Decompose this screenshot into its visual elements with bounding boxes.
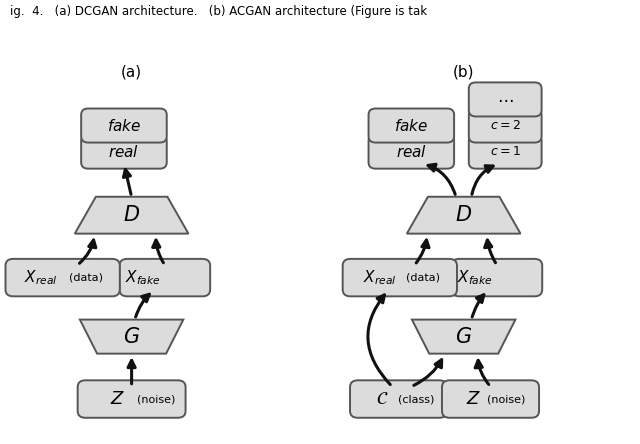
Text: (data): (data) [406,273,440,283]
Text: (b): (b) [453,64,474,79]
Text: $c=1$: $c=1$ [490,145,521,158]
Text: $fake$: $fake$ [107,118,141,134]
FancyBboxPatch shape [369,135,454,169]
Text: $fake$: $fake$ [394,118,428,134]
FancyBboxPatch shape [468,108,541,143]
Text: $X_{fake}$: $X_{fake}$ [458,268,493,287]
FancyBboxPatch shape [6,259,120,296]
Text: $X_{fake}$: $X_{fake}$ [125,268,161,287]
Polygon shape [412,320,515,354]
FancyBboxPatch shape [81,135,167,169]
Text: (class): (class) [397,394,434,404]
Text: ig.  4.   (a) DCGAN architecture.   (b) ACGAN architecture (Figure is tak: ig. 4. (a) DCGAN architecture. (b) ACGAN… [10,5,428,18]
Text: $real$: $real$ [396,144,427,160]
Polygon shape [80,320,183,354]
Text: $\cdots$: $\cdots$ [497,91,513,108]
FancyBboxPatch shape [77,381,186,418]
FancyBboxPatch shape [452,259,542,296]
Text: $c=2$: $c=2$ [490,119,520,132]
FancyBboxPatch shape [468,83,541,116]
Text: (noise): (noise) [137,394,175,404]
FancyBboxPatch shape [342,259,457,296]
Text: $Z$: $Z$ [466,390,481,408]
FancyBboxPatch shape [468,135,541,169]
FancyBboxPatch shape [120,259,210,296]
Text: (a): (a) [121,64,142,79]
Polygon shape [75,197,188,234]
FancyBboxPatch shape [369,108,454,143]
Text: $G$: $G$ [123,327,140,347]
Text: $real$: $real$ [108,144,140,160]
Text: $\mathcal{C}$: $\mathcal{C}$ [376,390,388,408]
Text: $Z$: $Z$ [110,390,125,408]
Text: $X_{real}$: $X_{real}$ [363,268,396,287]
Text: $X_{real}$: $X_{real}$ [24,268,58,287]
FancyBboxPatch shape [81,108,167,143]
Polygon shape [407,197,520,234]
Text: $D$: $D$ [455,205,472,225]
Text: (noise): (noise) [486,394,525,404]
FancyBboxPatch shape [442,381,539,418]
Text: $G$: $G$ [455,327,472,347]
Text: $D$: $D$ [123,205,140,225]
Text: (data): (data) [68,273,102,283]
FancyBboxPatch shape [350,381,447,418]
